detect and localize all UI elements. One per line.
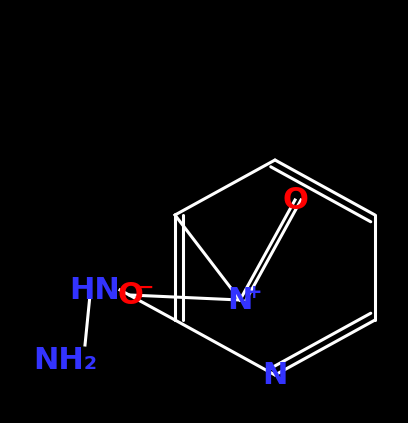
Text: HN: HN bbox=[70, 275, 120, 305]
Text: NH₂: NH₂ bbox=[33, 346, 97, 374]
Text: −: − bbox=[138, 277, 154, 297]
Text: +: + bbox=[246, 283, 262, 302]
Text: N: N bbox=[262, 360, 288, 390]
Text: N: N bbox=[227, 286, 253, 314]
Text: O: O bbox=[282, 186, 308, 214]
Text: O: O bbox=[117, 280, 143, 310]
